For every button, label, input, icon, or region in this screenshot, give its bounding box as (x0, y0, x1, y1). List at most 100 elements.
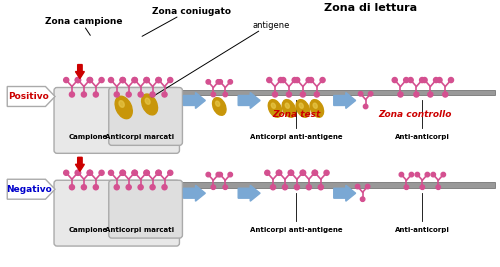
Circle shape (292, 77, 297, 83)
Circle shape (404, 77, 408, 83)
Circle shape (76, 170, 80, 175)
Circle shape (132, 170, 138, 175)
Circle shape (120, 170, 126, 175)
Circle shape (308, 77, 314, 83)
Circle shape (87, 170, 92, 175)
Polygon shape (7, 179, 55, 199)
Circle shape (64, 77, 69, 83)
Circle shape (156, 77, 162, 83)
Text: Anticorpi marcati: Anticorpi marcati (105, 227, 174, 233)
Circle shape (360, 197, 365, 201)
Circle shape (366, 184, 370, 189)
Circle shape (294, 77, 300, 83)
Circle shape (94, 185, 98, 190)
Text: Anticorpi anti-antigene: Anticorpi anti-antigene (250, 134, 342, 140)
Circle shape (422, 77, 427, 83)
Circle shape (120, 77, 126, 83)
Circle shape (228, 80, 232, 84)
Circle shape (126, 92, 131, 97)
Circle shape (436, 185, 440, 190)
Circle shape (276, 170, 282, 175)
Circle shape (399, 172, 404, 177)
Circle shape (99, 170, 104, 175)
Circle shape (425, 172, 430, 177)
Circle shape (87, 77, 92, 83)
Circle shape (132, 77, 137, 83)
Circle shape (278, 77, 283, 83)
Circle shape (228, 172, 232, 177)
FancyArrow shape (238, 185, 260, 201)
FancyArrow shape (76, 157, 84, 171)
Circle shape (414, 92, 419, 97)
Text: Anticorpi marcati: Anticorpi marcati (105, 134, 174, 140)
Circle shape (168, 77, 173, 83)
Circle shape (300, 170, 306, 175)
Circle shape (356, 184, 360, 189)
Bar (57, 89, 495, 96)
Ellipse shape (268, 100, 281, 117)
Circle shape (108, 170, 114, 175)
Circle shape (114, 185, 119, 190)
Text: Positivo: Positivo (8, 92, 49, 101)
Text: Negativo: Negativo (6, 185, 52, 194)
FancyBboxPatch shape (54, 180, 180, 246)
Ellipse shape (313, 103, 318, 108)
Circle shape (206, 80, 210, 84)
Circle shape (206, 172, 210, 177)
Circle shape (144, 77, 149, 83)
Text: Campione: Campione (68, 227, 108, 233)
Text: Zona di lettura: Zona di lettura (324, 3, 417, 13)
Circle shape (288, 170, 294, 175)
Bar (57, 182, 495, 188)
Circle shape (420, 185, 424, 190)
Text: Anti-anticorpi: Anti-anticorpi (395, 227, 450, 233)
Text: Zona controllo: Zona controllo (378, 111, 452, 119)
Circle shape (150, 92, 155, 97)
Circle shape (320, 77, 325, 83)
Circle shape (420, 77, 424, 83)
Circle shape (99, 77, 104, 83)
FancyArrow shape (76, 65, 84, 78)
Circle shape (415, 172, 420, 177)
Circle shape (300, 92, 306, 97)
Circle shape (409, 172, 414, 177)
Circle shape (442, 92, 448, 97)
FancyArrow shape (334, 185, 355, 201)
Circle shape (368, 92, 373, 96)
Ellipse shape (119, 101, 124, 107)
Circle shape (392, 77, 398, 83)
Ellipse shape (285, 103, 290, 108)
Text: Zona campione: Zona campione (45, 17, 122, 26)
Circle shape (64, 170, 69, 175)
Ellipse shape (299, 103, 304, 108)
Circle shape (282, 185, 288, 190)
Circle shape (286, 92, 292, 97)
Circle shape (150, 185, 155, 190)
Circle shape (82, 185, 86, 190)
FancyBboxPatch shape (109, 180, 182, 238)
Circle shape (358, 92, 363, 96)
Circle shape (437, 77, 442, 83)
Circle shape (132, 170, 137, 175)
Ellipse shape (216, 101, 220, 106)
Polygon shape (7, 87, 55, 107)
Circle shape (312, 170, 317, 175)
Circle shape (156, 170, 162, 175)
Ellipse shape (296, 100, 310, 117)
Text: Anti-anticorpi: Anti-anticorpi (395, 134, 450, 140)
Circle shape (280, 77, 286, 83)
Circle shape (156, 77, 161, 83)
Ellipse shape (282, 100, 296, 117)
Circle shape (132, 77, 138, 83)
Circle shape (211, 185, 216, 190)
Circle shape (266, 77, 272, 83)
Ellipse shape (310, 100, 324, 117)
Circle shape (144, 170, 149, 175)
Circle shape (223, 185, 228, 190)
Circle shape (126, 185, 131, 190)
FancyArrow shape (238, 92, 260, 108)
Circle shape (431, 172, 436, 177)
Ellipse shape (142, 94, 158, 115)
Circle shape (94, 92, 98, 97)
Circle shape (306, 185, 312, 190)
